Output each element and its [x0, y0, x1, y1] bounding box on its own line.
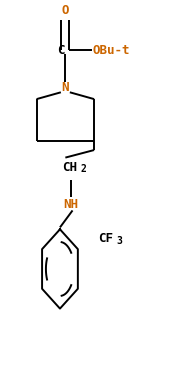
Text: O: O [62, 4, 69, 17]
Text: N: N [62, 81, 69, 94]
Text: 2: 2 [81, 164, 87, 174]
Text: NH: NH [64, 198, 79, 211]
Text: CF: CF [99, 232, 114, 245]
Text: C: C [57, 43, 64, 56]
Text: OBu-t: OBu-t [92, 43, 130, 56]
Text: 3: 3 [116, 235, 122, 246]
Text: CH: CH [62, 160, 77, 173]
